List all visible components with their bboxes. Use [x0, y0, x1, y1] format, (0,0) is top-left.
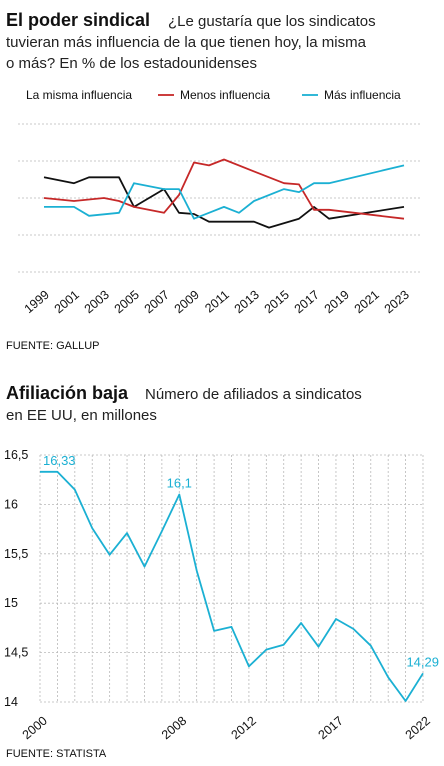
x-tick-label: 2005	[112, 288, 142, 317]
chart-union-membership: Afiliación baja Número de afiliados a si…	[4, 383, 439, 760]
membership-line	[40, 470, 424, 702]
chart2-source: FUENTE: STATISTA	[6, 748, 107, 760]
x-tick-label: 2001	[52, 288, 82, 317]
chart1-gridlines	[18, 123, 420, 273]
chart2-x-tick-labels: 2000 2008 2012 2017 2022	[20, 714, 433, 743]
data-label: 16,33	[43, 453, 76, 468]
x-tick-label: 2023	[382, 288, 412, 317]
chart2-subtitle-line-1: Número de afiliados a sindicatos	[145, 386, 362, 403]
chart2-annotations: 16,33 16,1 14,29	[43, 453, 439, 670]
chart2-y-tick-labels: 14 14,5 15 15,5 16 16,5	[4, 448, 28, 709]
x-tick-label: 2012	[229, 714, 259, 743]
chart1-title: El poder sindical	[6, 10, 150, 30]
chart1-source: FUENTE: GALLUP	[6, 340, 100, 352]
y-tick-label: 14,5	[4, 646, 28, 660]
x-tick-label: 2017	[316, 714, 346, 743]
x-tick-label: 2003	[82, 288, 112, 317]
legend-label-less: Menos influencia	[180, 88, 270, 102]
data-label: 16,1	[167, 476, 192, 491]
series-line-2	[44, 164, 405, 220]
chart1-subtitle-line-2: tuvieran más influencia de la que tienen…	[6, 34, 367, 51]
chart1-subtitle-line-3: o más? En % de los estadounidenses	[6, 55, 257, 72]
chart2-subtitle-line-2: en EE UU, en millones	[6, 407, 157, 424]
x-tick-label: 1999	[22, 288, 52, 317]
x-tick-label: 2013	[232, 288, 262, 317]
chart-union-power: El poder sindical ¿Le gustaría que los s…	[6, 10, 420, 352]
chart2-gridlines	[39, 454, 424, 703]
y-tick-label: 15	[4, 596, 18, 610]
x-tick-label: 2011	[202, 288, 232, 316]
x-tick-label: 2009	[172, 288, 202, 317]
y-tick-label: 14	[4, 695, 18, 709]
y-tick-label: 15,5	[4, 547, 28, 561]
x-tick-label: 2021	[352, 288, 382, 317]
chart2-series-line	[40, 470, 424, 702]
y-tick-label: 16,5	[4, 448, 28, 462]
legend-label-same: La misma influencia	[26, 88, 132, 102]
chart1-legend: La misma influencia Menos influencia Más…	[26, 88, 401, 102]
series-line-0	[43, 176, 405, 229]
x-tick-label: 2000	[20, 714, 50, 743]
series-line-1	[43, 158, 405, 220]
x-tick-label: 2007	[142, 288, 172, 317]
chart1-series-lines	[43, 158, 405, 229]
y-tick-label: 16	[4, 497, 18, 511]
chart2-title: Afiliación baja	[6, 383, 129, 403]
chart1-x-tick-labels: 1999 2001 2003 2005 2007 2009 2011 2013 2015 2017…	[22, 288, 412, 317]
x-tick-label: 2019	[322, 288, 352, 317]
x-tick-label: 2022	[403, 714, 433, 743]
x-tick-label: 2017	[292, 288, 322, 317]
x-tick-label: 2008	[159, 714, 189, 743]
legend-label-more: Más influencia	[324, 88, 401, 102]
data-label: 14,29	[406, 654, 439, 669]
x-tick-label: 2015	[262, 288, 292, 317]
chart1-subtitle-line-1: ¿Le gustaría que los sindicatos	[168, 13, 376, 30]
